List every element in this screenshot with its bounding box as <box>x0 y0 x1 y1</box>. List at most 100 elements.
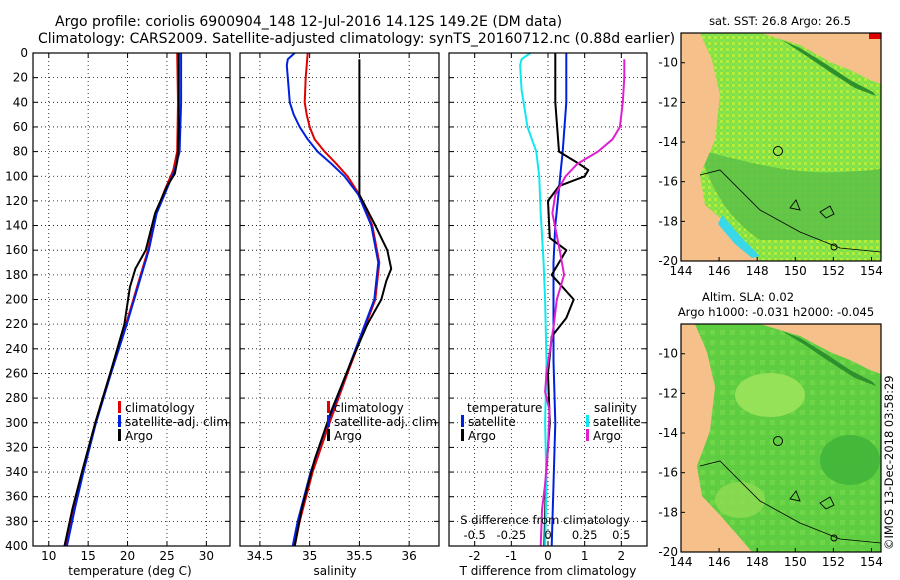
x-tick-label: -1 <box>505 549 517 563</box>
sla-land-png <box>760 324 881 374</box>
x-tick-label: 35.5 <box>346 549 373 563</box>
temperature-frame <box>32 52 231 547</box>
legend-label-argo: Argo <box>334 429 362 443</box>
map-y-tick-label: -14 <box>658 426 678 440</box>
legend-swatch-s-argo <box>586 429 589 441</box>
legend-title-temperature: temperature <box>467 401 542 415</box>
legend-swatch-satellite <box>118 415 121 427</box>
depth-tick-labels: 0 20 40 60 80 100 120 140 160 180 200 220 240 260 280 3… <box>5 46 28 553</box>
depth-tick-label: 40 <box>13 95 28 109</box>
sst-map: sat. SST: 26.8 Argo: 26.5 144 146 148 150 15… <box>658 14 883 278</box>
sla-map-title: Altim. SLA: 0.02 <box>702 290 794 304</box>
salinity-panel: 34.5 35 35.5 36 salinity climatology satell… <box>239 52 441 578</box>
legend-label-t-argo: Argo <box>468 429 496 443</box>
map-x-tick-label: 146 <box>708 555 731 569</box>
depth-tick-label: 380 <box>5 514 28 528</box>
map-y-tick-label: -20 <box>658 254 678 268</box>
difference-series <box>519 52 626 547</box>
sla-ticks: 144 146 148 150 152 154 -10 -12 -14 -16 -18 -20 <box>658 347 883 569</box>
map-y-tick-label: -18 <box>658 214 678 228</box>
depth-tick-label: 400 <box>5 539 28 553</box>
legend-swatch-argo <box>118 429 121 441</box>
sla-high-1 <box>735 373 805 417</box>
series-argo <box>63 53 180 547</box>
difference-panel: -2 -1 0 1 2 -0.5 -0.25 0 0.25 0.5 T difference fr… <box>448 52 648 578</box>
x-tick-label: 15 <box>81 549 96 563</box>
legend-label-s-argo: Argo <box>593 429 621 443</box>
temperature-ticks: 10 15 20 25 30 <box>33 52 230 563</box>
salinity-xlabel: salinity <box>313 564 356 578</box>
legend-swatch-argo <box>327 429 330 441</box>
legend-swatch-t-satellite <box>461 415 464 427</box>
salinity-legend: climatology satellite-adj. clim. Argo <box>327 401 441 443</box>
sst-land-australia <box>681 33 760 261</box>
depth-tick-label: 20 <box>13 71 28 85</box>
sst-land-png <box>760 33 881 84</box>
temperature-series <box>63 52 183 547</box>
legend-title-salinity: salinity <box>594 401 637 415</box>
map-x-tick-label: 148 <box>746 555 769 569</box>
map-x-tick-label: 154 <box>860 555 883 569</box>
sla-map-subtitle: Argo h1000: -0.031 h2000: -0.045 <box>678 305 874 319</box>
legend-label-satellite: satellite-adj. clim. <box>334 415 441 429</box>
map-x-tick-label: 150 <box>784 555 807 569</box>
depth-tick-label: 100 <box>5 169 28 183</box>
legend-label-satellite: satellite-adj. clim. <box>125 415 232 429</box>
salinity-grid <box>240 52 439 547</box>
sla-site-marker <box>830 534 838 542</box>
sst-argo-marker <box>773 146 783 156</box>
depth-tick-label: 200 <box>5 293 28 307</box>
map-y-tick-label: -16 <box>658 175 678 189</box>
sst-cool-band <box>700 150 881 240</box>
map-x-tick-label: 154 <box>860 264 883 278</box>
depth-tick-label: 260 <box>5 366 28 380</box>
depth-tick-label: 80 <box>13 145 28 159</box>
x2-tick-label: 0 <box>544 528 551 542</box>
legend-label-argo: Argo <box>125 429 153 443</box>
sla-map: Altim. SLA: 0.02 Argo h1000: -0.031 h200… <box>658 290 883 569</box>
series-satellite-adj-clim- <box>65 53 183 547</box>
legend-swatch-t-argo <box>461 429 464 441</box>
sst-png-peninsula <box>782 40 876 96</box>
depth-tick-label: 360 <box>5 490 28 504</box>
depth-tick-label: 280 <box>5 391 28 405</box>
legend-label-climatology: climatology <box>334 401 404 415</box>
depth-tick-label: 340 <box>5 465 28 479</box>
difference-xlabel: T difference from climatology <box>459 564 637 578</box>
sst-coastal-warm <box>718 215 760 258</box>
map-x-tick-label: 152 <box>822 264 845 278</box>
sst-bathymetry-contour <box>699 169 881 253</box>
legend-swatch-satellite <box>327 415 330 427</box>
difference-legend: temperature salinity satellite Argo sate… <box>461 401 641 443</box>
series-s-argo <box>539 59 626 547</box>
sst-map-title: sat. SST: 26.8 Argo: 26.5 <box>709 14 851 28</box>
legend-swatch-s-satellite <box>586 415 589 427</box>
map-y-tick-label: -10 <box>658 56 678 70</box>
legend-swatch-climatology <box>327 401 330 413</box>
sst-edge-hot <box>869 33 881 39</box>
x-tick-label: 1 <box>581 549 589 563</box>
depth-tick-label: 220 <box>5 317 28 331</box>
depth-tick-label: 300 <box>5 416 28 430</box>
x-tick-label: 25 <box>159 549 174 563</box>
x2-tick-label: -0.25 <box>496 528 526 542</box>
map-x-tick-label: 146 <box>708 264 731 278</box>
map-x-tick-label: 148 <box>746 264 769 278</box>
depth-tick-label: 60 <box>13 120 28 134</box>
depth-tick-label: 120 <box>5 194 28 208</box>
x2-tick-label: 0.5 <box>612 528 630 542</box>
map-y-tick-label: -12 <box>658 95 678 109</box>
sla-bathymetry-contour <box>699 460 881 544</box>
sst-ticks: 144 146 148 150 152 154 -10 -12 -14 -16 -18 -20 <box>658 56 883 278</box>
temperature-panel: 10 15 20 25 30 0 20 40 60 80 100 120 140 160 180 200 22… <box>5 46 232 578</box>
sla-reefs <box>789 490 835 510</box>
series-t-satellite <box>550 53 568 547</box>
x-tick-label: 20 <box>120 549 135 563</box>
sla-high-2 <box>715 482 765 518</box>
header-line-1: Argo profile: coriolis 6900904_148 12-Ju… <box>55 14 562 30</box>
depth-tick-label: 320 <box>5 440 28 454</box>
x2-tick-label: -0.5 <box>463 528 485 542</box>
sla-frame <box>680 323 882 553</box>
depth-tick-label: 140 <box>5 219 28 233</box>
legend-swatch-climatology <box>118 401 121 413</box>
